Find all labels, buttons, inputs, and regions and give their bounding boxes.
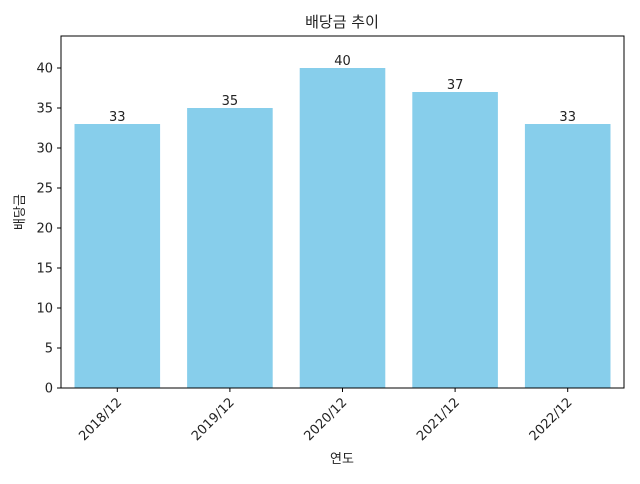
y-tick-label: 10: [36, 302, 53, 317]
bar-value-label: 35: [222, 94, 239, 109]
y-tick-label: 40: [36, 62, 53, 77]
y-tick-label: 15: [36, 262, 53, 277]
x-axis: 2018/12 2019/12 2020/12 2021/12 2022/12: [76, 388, 576, 444]
bar-value-label: 37: [447, 78, 464, 93]
x-tick-label: 2022/12: [527, 395, 576, 444]
bar-2021-12: [412, 92, 498, 388]
bar-2020-12: [299, 68, 386, 388]
y-tick-label: 0: [45, 382, 53, 397]
x-tick-label: 2020/12: [302, 395, 351, 444]
bar-value-label: 33: [109, 110, 126, 125]
y-tick-label: 25: [36, 182, 53, 197]
y-axis-label: 배당금: [13, 194, 28, 230]
plot-frame: [60, 35, 625, 389]
x-tick-label: 2019/12: [189, 395, 238, 444]
y-tick-label: 35: [36, 102, 53, 117]
bar-value-label: 40: [334, 54, 351, 69]
chart-title: 배당금 추이: [305, 13, 379, 31]
y-axis: 0 5 10 15 20 25 30 35 40: [36, 62, 61, 397]
x-axis-label: 연도: [330, 452, 354, 467]
x-tick-label: 2018/12: [76, 395, 125, 444]
bar-value-label: 33: [559, 110, 576, 125]
bar-labels-group: 33 35 40 37 33: [109, 54, 576, 125]
bar-2018-12: [74, 124, 161, 388]
bar-2019-12: [187, 108, 273, 388]
bar-2022-12: [524, 124, 611, 388]
bars-group: [74, 68, 611, 388]
y-tick-label: 20: [36, 222, 53, 237]
x-tick-label: 2021/12: [414, 395, 463, 444]
y-tick-label: 30: [36, 142, 53, 157]
y-tick-label: 5: [45, 342, 53, 357]
